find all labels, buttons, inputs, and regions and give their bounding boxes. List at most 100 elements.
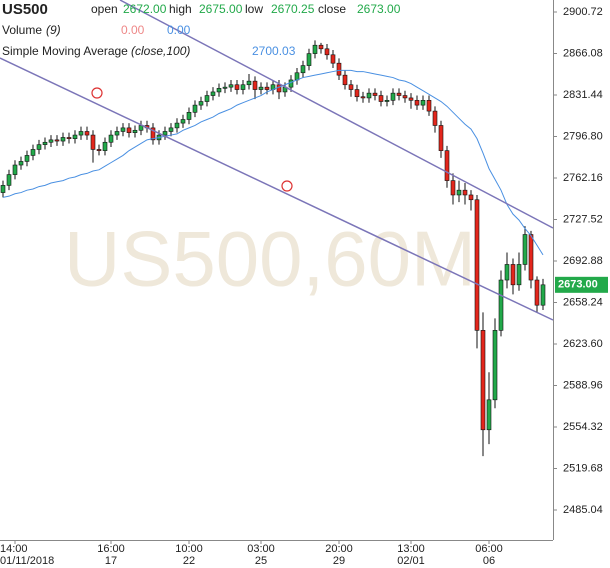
volume-a: 0.00	[121, 23, 145, 37]
candle-body	[6, 174, 12, 186]
candle-body	[468, 194, 474, 201]
candle-body	[78, 131, 84, 136]
x-tick-time: 14:00	[0, 543, 28, 555]
open-value: 2672.00	[123, 2, 167, 16]
candle-body	[474, 199, 480, 331]
candle-body	[366, 92, 372, 99]
candle-body	[342, 74, 348, 86]
x-tick-time: 13:00	[397, 543, 425, 555]
candle-body	[186, 112, 192, 120]
y-tick-label: 2623.60	[563, 338, 603, 350]
candle-body	[348, 84, 354, 90]
candle-body	[66, 137, 72, 139]
candle-body	[174, 122, 180, 129]
y-tick-label: 2519.68	[563, 462, 603, 474]
candle-body	[192, 104, 198, 113]
candle-body	[456, 189, 462, 196]
candle-body	[378, 95, 384, 102]
candle-body	[96, 149, 102, 151]
x-tick-date: 22	[183, 555, 195, 567]
trend-line	[0, 57, 554, 321]
candle-body	[504, 264, 510, 281]
open-label: open	[91, 2, 118, 16]
header: US500 open 2672.00 high 2675.00 low 2670…	[2, 1, 401, 58]
candle-body	[150, 127, 156, 141]
x-tick-date: 29	[333, 555, 345, 567]
candle-body	[54, 139, 60, 142]
candle-body	[72, 134, 78, 139]
y-tick-label: 2727.52	[563, 213, 603, 225]
x-tick-time: 06:00	[475, 543, 503, 555]
candle-body	[222, 86, 228, 89]
candle-body	[198, 101, 204, 106]
candle-body	[216, 88, 222, 93]
candle-body	[162, 131, 168, 136]
candle-body	[120, 127, 126, 132]
y-tick-label: 2658.24	[563, 296, 603, 308]
candle-body	[300, 65, 306, 74]
y-tick-label: 2762.16	[563, 172, 603, 184]
candle-body	[492, 330, 498, 401]
candle-body	[84, 131, 90, 136]
y-tick-label: 2485.04	[563, 504, 603, 516]
low-value: 2670.25	[271, 2, 315, 16]
candle-body	[276, 84, 282, 93]
candle-body	[402, 95, 408, 99]
candle-body	[318, 44, 324, 50]
sma-param: (close,100)	[131, 44, 190, 58]
candle-body	[324, 48, 330, 56]
candle-body	[102, 141, 108, 151]
candle-body	[396, 92, 402, 96]
candle-body	[264, 86, 270, 90]
x-tick-time: 20:00	[325, 543, 353, 555]
sma-value: 2700.03	[252, 44, 296, 58]
candle-body	[444, 150, 450, 181]
candle-body	[90, 134, 96, 150]
y-tick-label: 2866.08	[563, 47, 603, 59]
x-tick-date: 02/01	[397, 555, 425, 567]
candle-body	[498, 279, 504, 331]
candle-body	[258, 86, 264, 90]
volume-param: (9)	[46, 23, 61, 37]
x-tick-date: 06	[483, 555, 495, 567]
candle-body	[114, 131, 120, 136]
candle-body	[408, 97, 414, 101]
trend-line	[119, 0, 554, 229]
candle-body	[30, 149, 36, 156]
candle-body	[288, 79, 294, 88]
candle-body	[390, 92, 396, 101]
candle-body	[354, 89, 360, 98]
y-tick-label: 2554.32	[563, 421, 603, 433]
candle-body	[234, 84, 240, 90]
candle-body	[126, 127, 132, 133]
candle-body	[204, 95, 210, 102]
close-value: 2673.00	[357, 2, 401, 16]
candle-body	[48, 139, 54, 143]
y-tick-label: 2588.96	[563, 379, 603, 391]
candle-body	[510, 264, 516, 286]
x-tick-time: 16:00	[97, 543, 125, 555]
candle-body	[438, 125, 444, 151]
candle-body	[360, 96, 366, 99]
candle-body	[246, 80, 252, 86]
x-tick-date: 25	[255, 555, 267, 567]
candle-body	[18, 161, 24, 166]
candle-body	[0, 185, 6, 193]
trend-handle	[281, 180, 293, 192]
candle-body	[426, 100, 432, 112]
y-tick-label: 2900.72	[563, 6, 603, 18]
candle-body	[168, 127, 174, 132]
candle-body	[132, 129, 138, 133]
candle-body	[462, 189, 468, 196]
candle-body	[12, 164, 18, 175]
high-value: 2675.00	[199, 2, 243, 16]
candle-body	[450, 180, 456, 196]
candle-body	[534, 279, 540, 306]
candle-body	[252, 80, 258, 90]
last-price-tag	[555, 276, 608, 293]
y-tick-label: 2796.80	[563, 130, 603, 142]
candle-body	[330, 54, 336, 64]
high-label: high	[169, 2, 192, 16]
candle-body	[36, 144, 42, 150]
candle-body	[42, 141, 48, 145]
